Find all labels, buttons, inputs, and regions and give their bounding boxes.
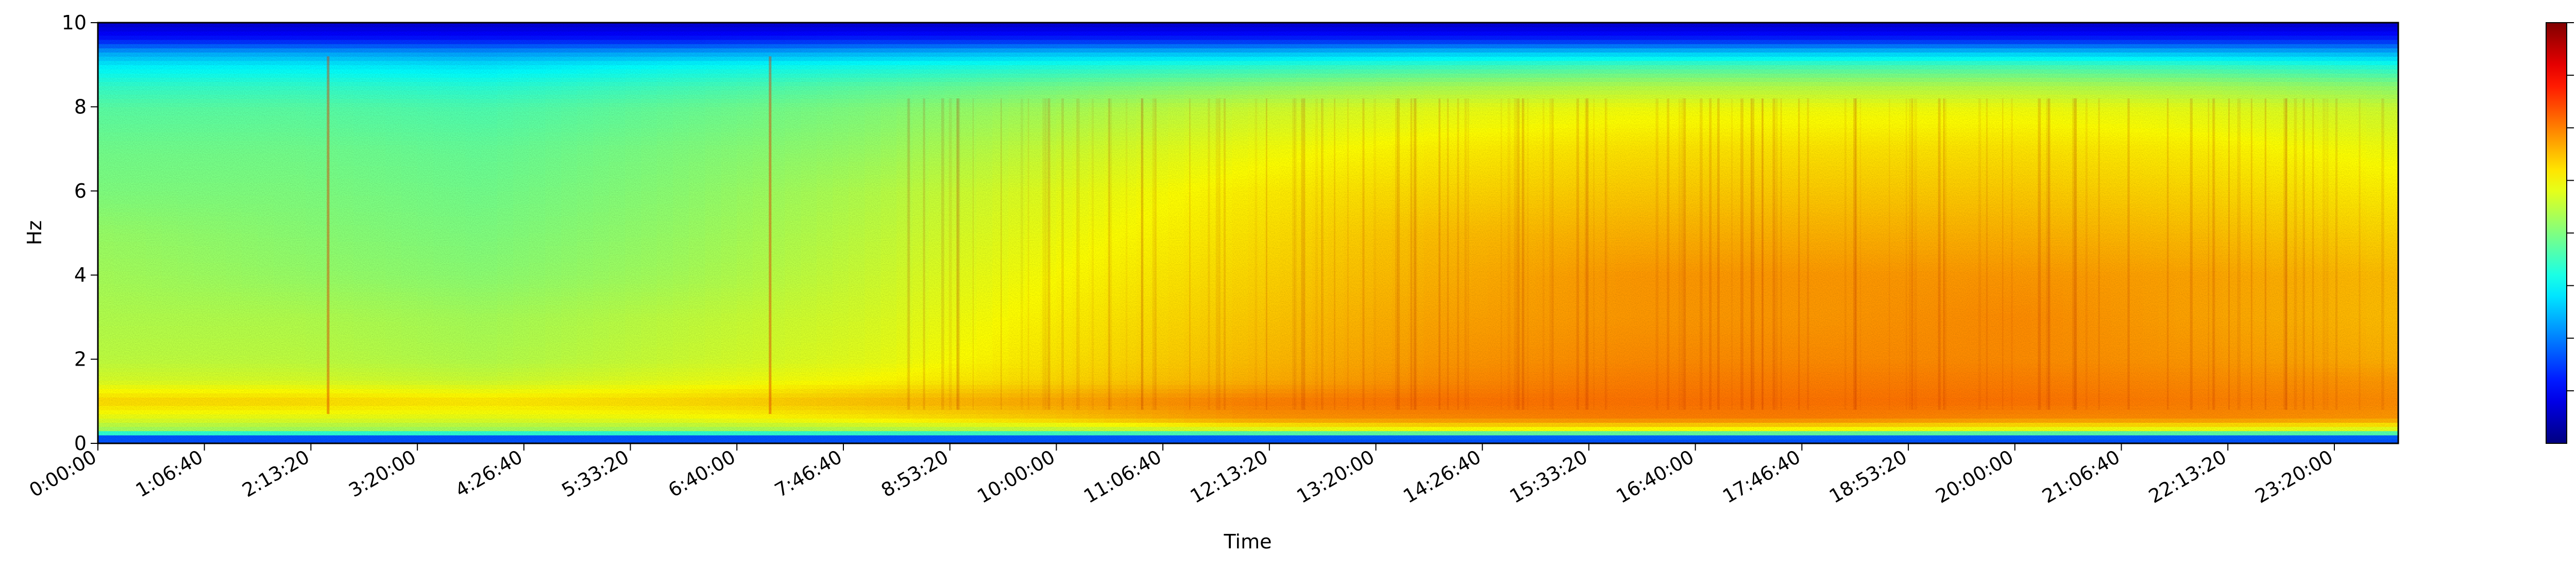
spectrogram-plot [98, 23, 2398, 443]
